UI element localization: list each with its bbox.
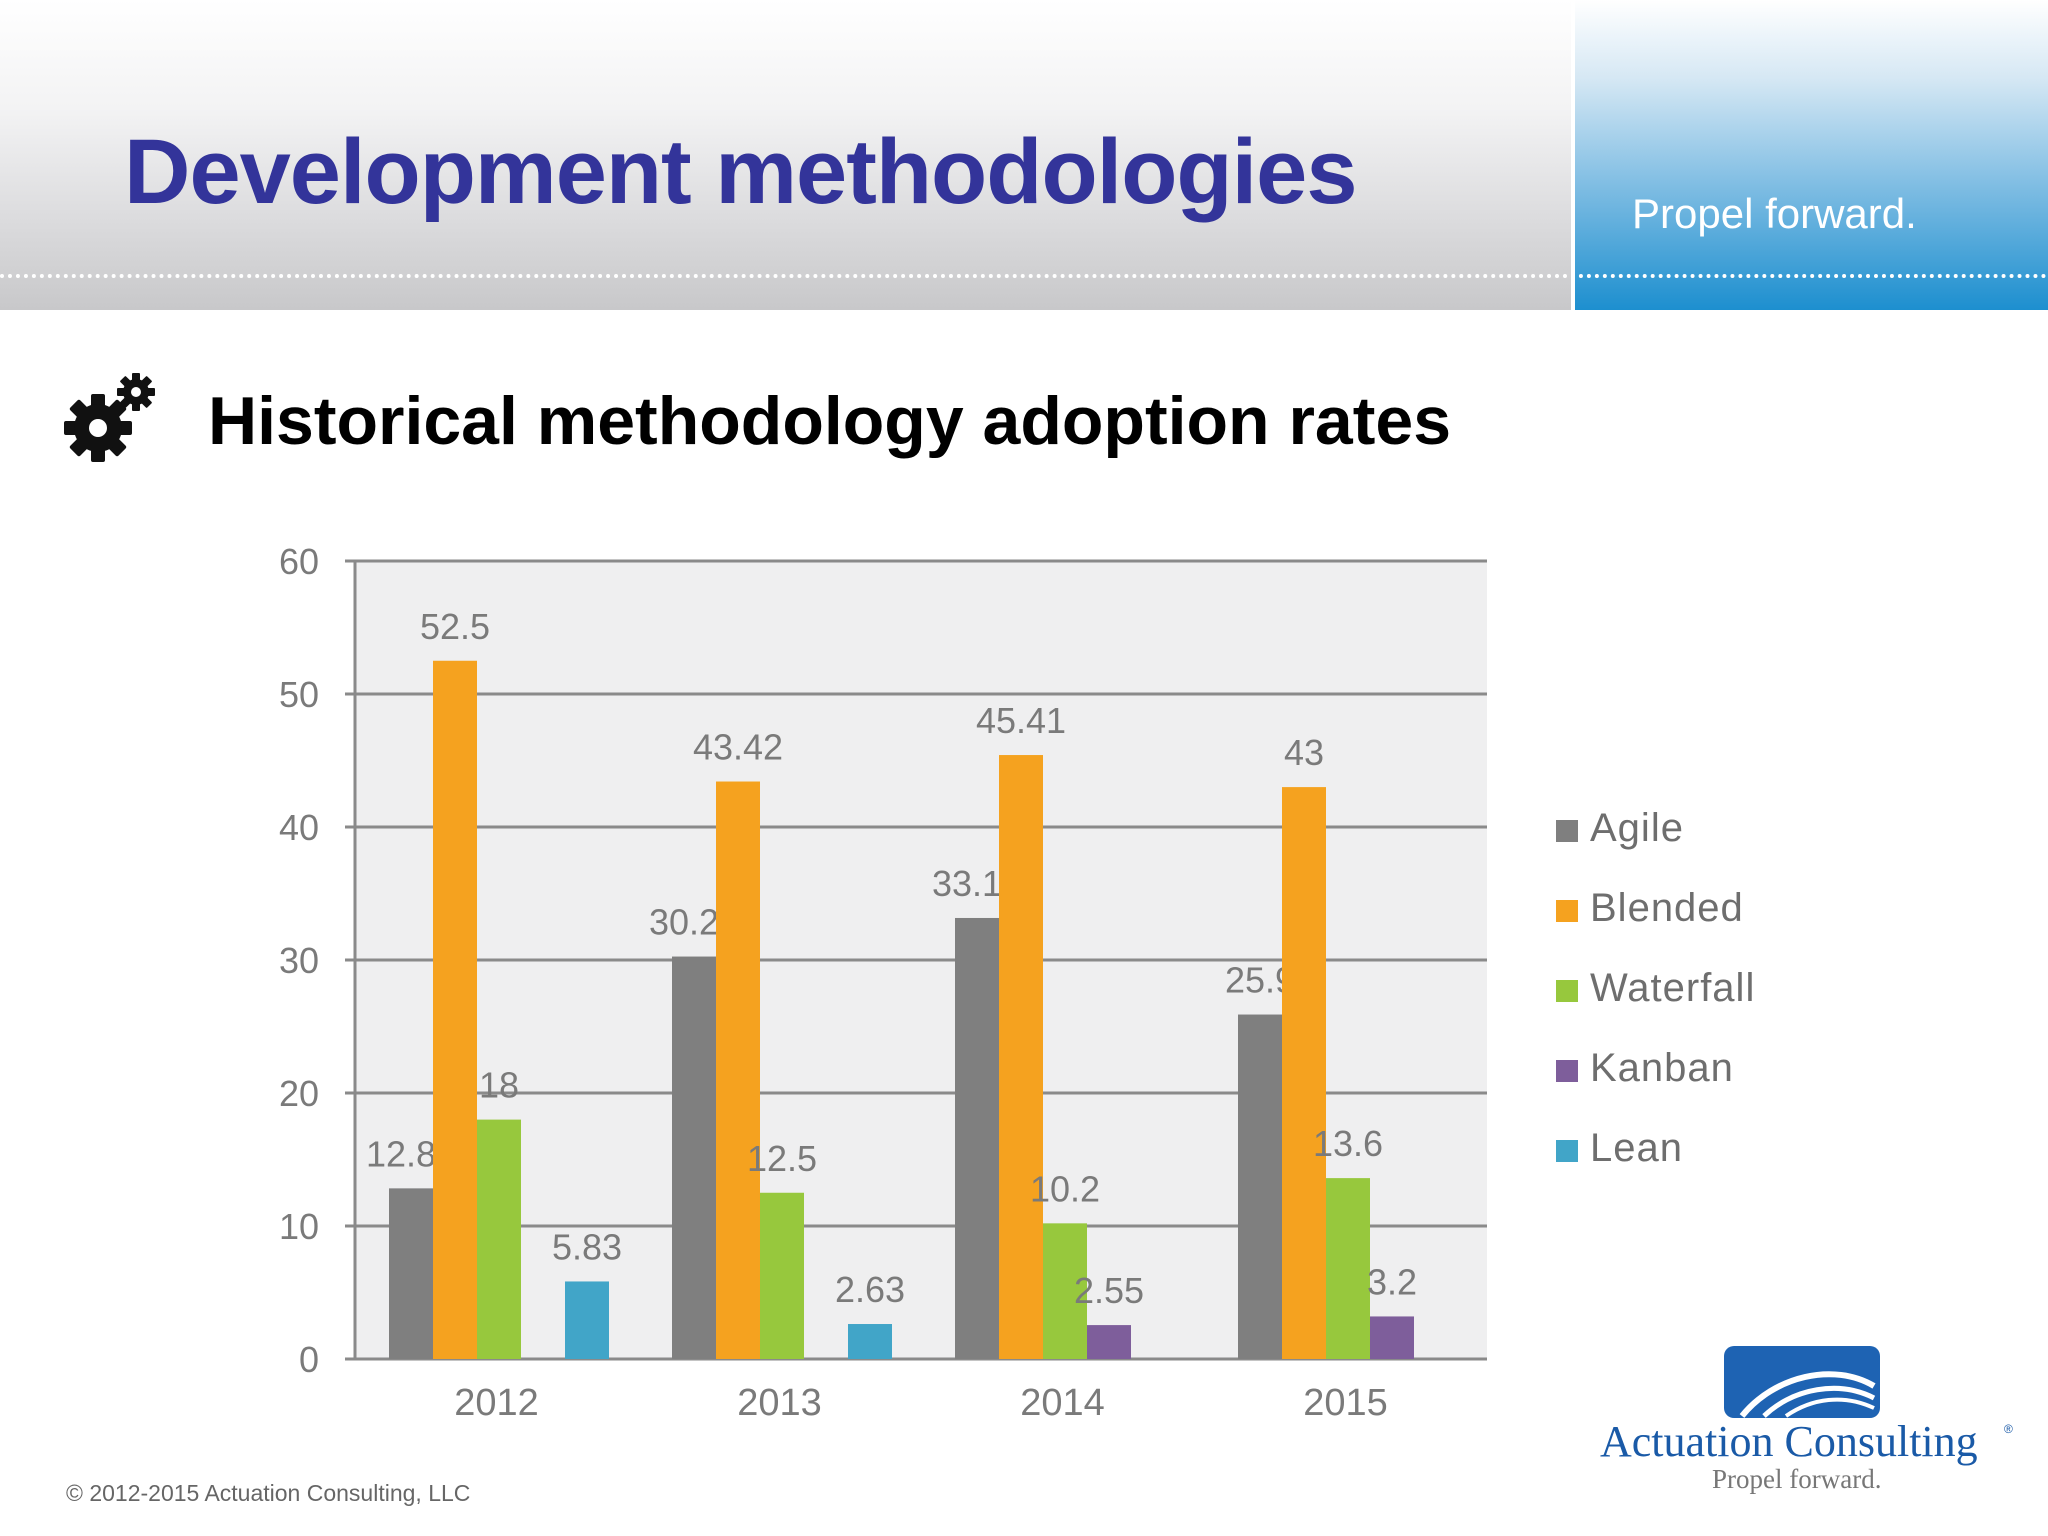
- y-tick-label: 0: [299, 1339, 319, 1380]
- slide-title: Development methodologies: [124, 121, 1357, 223]
- legend-label: Lean: [1590, 1126, 1683, 1170]
- y-tick-label: 20: [279, 1073, 319, 1114]
- data-label: 18: [479, 1065, 519, 1106]
- header-blue-band: [1575, 0, 2048, 310]
- logo-name: Actuation Consulting: [1600, 1417, 1978, 1466]
- data-label: 3.2: [1367, 1261, 1417, 1302]
- legend-swatch: [1556, 980, 1578, 1002]
- legend-label: Kanban: [1590, 1046, 1734, 1090]
- legend-label: Agile: [1590, 806, 1684, 850]
- header-gray-band: [0, 0, 1571, 310]
- bar-waterfall-2013: [760, 1192, 804, 1359]
- bar-blended-2014: [999, 755, 1043, 1359]
- bar-blended-2012: [433, 660, 477, 1359]
- data-label: 52.5: [420, 606, 490, 647]
- gears-icon: [64, 373, 155, 462]
- logo-registered-mark: ®: [2004, 1422, 2013, 1436]
- copyright-notice: © 2012-2015 Actuation Consulting, LLC: [66, 1480, 471, 1506]
- legend-swatch: [1556, 900, 1578, 922]
- data-label: 43: [1284, 732, 1324, 773]
- data-label: 5.83: [552, 1226, 622, 1267]
- data-label: 43.42: [693, 727, 783, 768]
- data-label: 12.5: [747, 1138, 817, 1179]
- legend-swatch: [1556, 820, 1578, 842]
- y-tick-label: 50: [279, 674, 319, 715]
- chart-heading: Historical methodology adoption rates: [208, 383, 1452, 459]
- data-label: 10.2: [1030, 1168, 1100, 1209]
- header-tagline: Propel forward.: [1632, 190, 1917, 237]
- bar-lean-2013: [848, 1324, 892, 1359]
- y-tick-label: 60: [279, 541, 319, 582]
- data-label: 2.55: [1074, 1270, 1144, 1311]
- data-label: 2.63: [835, 1269, 905, 1310]
- bar-lean-2012: [565, 1281, 609, 1359]
- bar-agile-2012: [389, 1188, 433, 1359]
- bar-agile-2013: [672, 956, 716, 1359]
- bar-agile-2014: [955, 917, 999, 1359]
- legend-label: Waterfall: [1590, 966, 1756, 1010]
- bar-waterfall-2012: [477, 1119, 521, 1359]
- bar-waterfall-2014: [1043, 1223, 1087, 1359]
- bar-blended-2015: [1282, 787, 1326, 1359]
- header-divider: [1571, 0, 1575, 310]
- legend-label: Blended: [1590, 886, 1744, 930]
- data-label: 13.6: [1313, 1123, 1383, 1164]
- y-tick-label: 10: [279, 1206, 319, 1247]
- legend-swatch: [1556, 1060, 1578, 1082]
- x-tick-label: 2014: [1020, 1382, 1105, 1424]
- bar-kanban-2015: [1370, 1316, 1414, 1359]
- bar-agile-2015: [1238, 1014, 1282, 1359]
- x-tick-label: 2015: [1303, 1382, 1388, 1424]
- adoption-bar-chart: 010203040506012.8352.5185.83201230.2643.…: [160, 500, 1740, 1460]
- data-label: 45.41: [976, 700, 1066, 741]
- dotted-rule: [0, 274, 2048, 278]
- actuation-logo: Actuation Consulting ® Propel forward.: [1600, 1346, 2020, 1496]
- x-tick-label: 2013: [737, 1382, 822, 1424]
- bar-kanban-2014: [1087, 1325, 1131, 1359]
- logo-tagline: Propel forward.: [1712, 1464, 1882, 1494]
- x-tick-label: 2012: [454, 1382, 539, 1424]
- bar-waterfall-2015: [1326, 1178, 1370, 1359]
- header-banner: Development methodologies Propel forward…: [0, 0, 2048, 310]
- y-tick-label: 40: [279, 807, 319, 848]
- bar-blended-2013: [716, 781, 760, 1359]
- logo-wave-icon: [1724, 1346, 1880, 1418]
- legend-swatch: [1556, 1140, 1578, 1162]
- y-tick-label: 30: [279, 940, 319, 981]
